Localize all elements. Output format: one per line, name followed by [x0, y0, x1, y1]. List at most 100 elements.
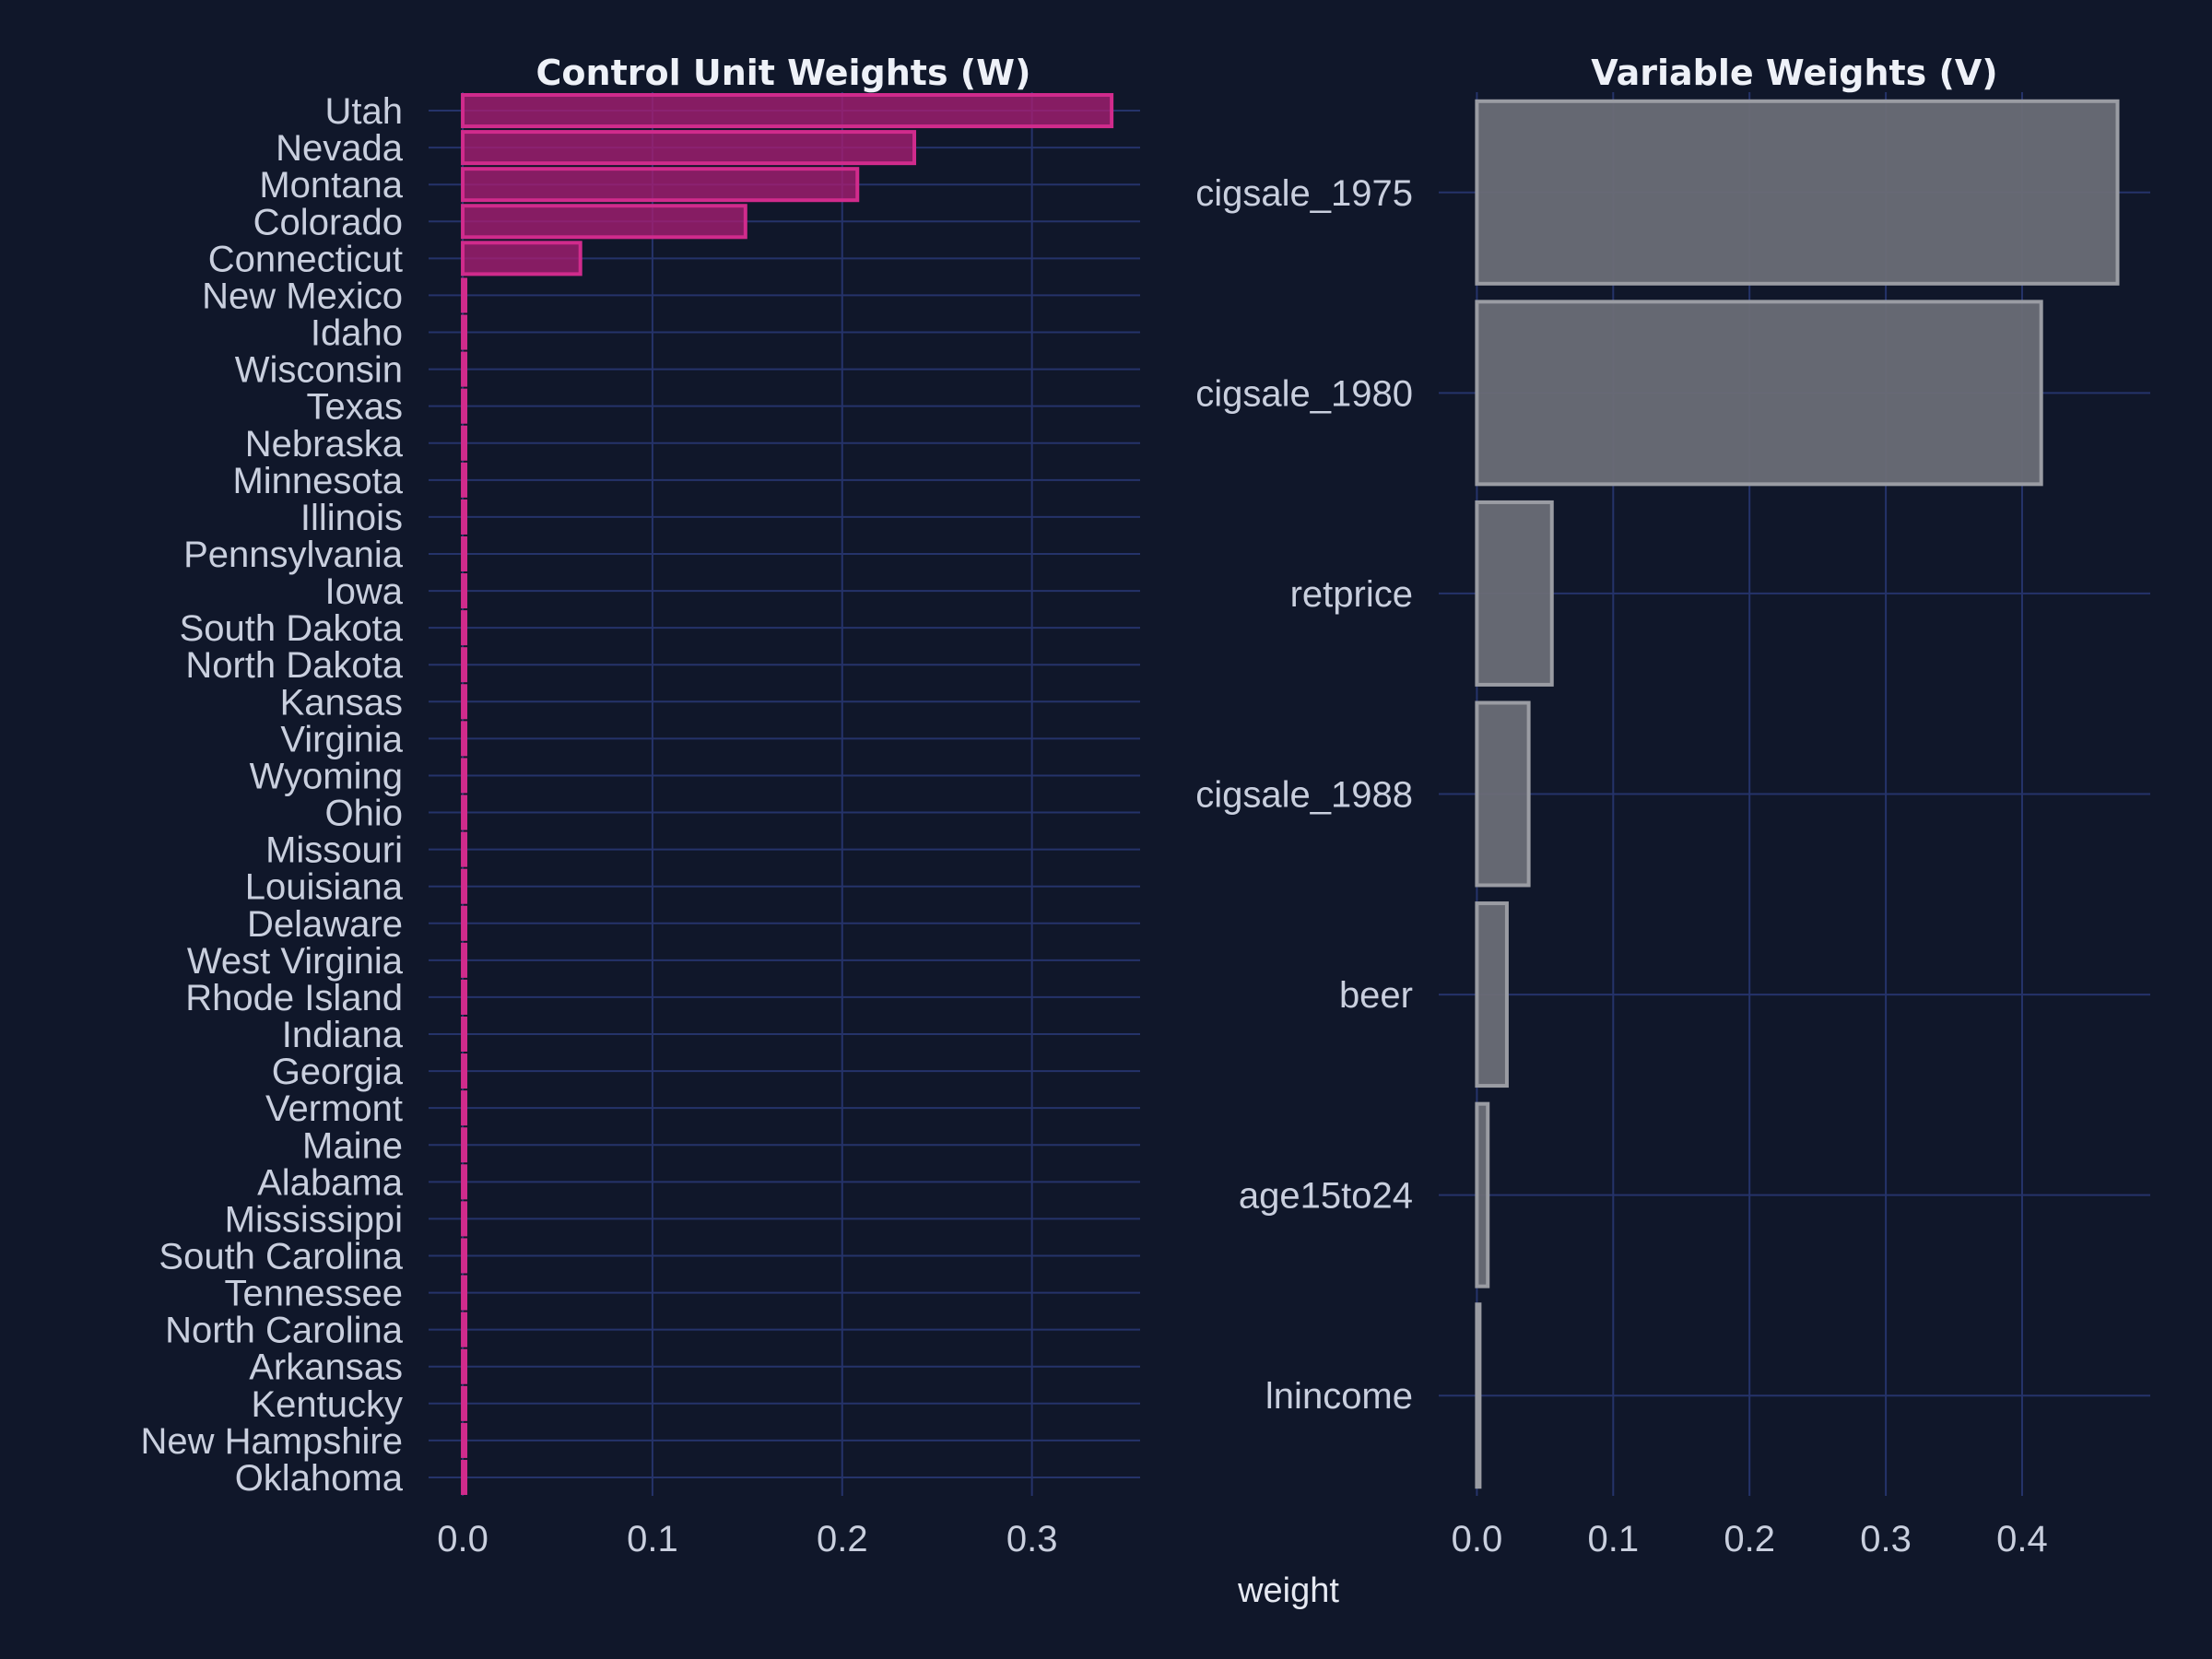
x-tick-label-v-2: 0.2: [1724, 1519, 1775, 1559]
category-label-age15to24: age15to24: [1239, 1176, 1413, 1217]
bar-indiana: [461, 1016, 468, 1053]
bar-new-hampshire: [461, 1422, 468, 1458]
category-label-indiana: Indiana: [282, 1015, 404, 1055]
bar-mississippi: [461, 1201, 468, 1237]
category-label-lnincome: lnincome: [1265, 1376, 1413, 1417]
category-label-missouri: Missouri: [265, 830, 403, 871]
category-label-idaho: Idaho: [311, 313, 403, 354]
category-label-connecticut: Connecticut: [208, 239, 403, 279]
category-label-vermont: Vermont: [265, 1088, 403, 1129]
bar-north-carolina: [461, 1312, 468, 1347]
x-tick-label-w-0: 0.0: [437, 1519, 488, 1559]
bar-illinois: [461, 499, 468, 535]
bar-west-virginia: [461, 942, 468, 978]
category-label-tennessee: Tennessee: [225, 1274, 403, 1314]
bar-minnesota: [461, 462, 468, 498]
bar-idaho: [461, 314, 468, 350]
bar-north-dakota: [461, 647, 468, 683]
category-label-colorado: Colorado: [253, 202, 403, 242]
x-axis-title: weight: [1237, 1571, 1339, 1610]
category-label-minnesota: Minnesota: [232, 461, 403, 501]
category-label-south-carolina: South Carolina: [159, 1236, 403, 1277]
bar-lnincome: [1475, 1302, 1482, 1489]
control-unit-weights-panel: UtahNevadaMontanaColoradoConnecticutNew …: [140, 53, 1140, 1559]
category-label-new-hampshire: New Hampshire: [140, 1421, 403, 1462]
category-label-north-carolina: North Carolina: [165, 1311, 404, 1351]
bar-cigsale-1980: [1475, 300, 2043, 487]
x-tick-label-v-4: 0.4: [1996, 1519, 2048, 1559]
bar-arkansas: [461, 1348, 468, 1384]
panel-title-v: Variable Weights (V): [1591, 53, 1997, 93]
bar-retprice: [1475, 500, 1554, 687]
category-label-montana: Montana: [259, 165, 403, 206]
bar-nevada: [461, 130, 917, 166]
bar-age15to24: [1475, 1101, 1490, 1288]
category-label-arkansas: Arkansas: [249, 1347, 403, 1388]
category-label-north-dakota: North Dakota: [185, 645, 403, 686]
bar-vermont: [461, 1090, 468, 1126]
bar-texas: [461, 388, 468, 424]
category-label-alabama: Alabama: [257, 1162, 404, 1203]
category-label-louisiana: Louisiana: [245, 867, 404, 908]
category-label-kansas: Kansas: [280, 682, 403, 723]
category-label-texas: Texas: [307, 387, 404, 428]
category-label-mississippi: Mississippi: [225, 1199, 403, 1240]
category-label-south-dakota: South Dakota: [180, 608, 404, 649]
bar-ohio: [461, 794, 468, 830]
bar-montana: [461, 167, 860, 203]
x-tick-label-v-1: 0.1: [1587, 1519, 1639, 1559]
category-label-beer: beer: [1339, 975, 1413, 1016]
bar-alabama: [461, 1164, 468, 1200]
category-label-retprice: retprice: [1290, 574, 1413, 615]
x-tick-label-w-1: 0.1: [627, 1519, 678, 1559]
bar-kansas: [461, 684, 468, 720]
category-label-new-mexico: New Mexico: [202, 276, 403, 316]
bar-new-mexico: [461, 277, 468, 313]
panel-title-w: Control Unit Weights (W): [536, 53, 1031, 93]
bar-louisiana: [461, 868, 468, 904]
category-label-cigsale-1975: cigsale_1975: [1195, 173, 1413, 214]
category-label-cigsale-1980: cigsale_1980: [1195, 373, 1413, 414]
category-label-maine: Maine: [302, 1125, 403, 1166]
category-label-delaware: Delaware: [247, 904, 403, 945]
bar-cigsale-1988: [1475, 700, 1531, 888]
x-tick-label-w-3: 0.3: [1006, 1519, 1058, 1559]
bar-virginia: [461, 721, 468, 757]
x-tick-label-w-2: 0.2: [817, 1519, 868, 1559]
category-label-illinois: Illinois: [300, 498, 403, 538]
category-label-nevada: Nevada: [276, 128, 404, 169]
bar-utah: [461, 93, 1114, 129]
category-label-utah: Utah: [325, 91, 404, 132]
bar-connecticut: [461, 241, 582, 276]
bar-tennessee: [461, 1275, 468, 1311]
category-label-cigsale-1988: cigsale_1988: [1195, 775, 1413, 816]
bar-oklahoma: [461, 1459, 468, 1495]
x-tick-label-v-3: 0.3: [1860, 1519, 1912, 1559]
category-label-wyoming: Wyoming: [250, 756, 403, 796]
category-label-pennsylvania: Pennsylvania: [183, 535, 404, 575]
category-label-virginia: Virginia: [280, 719, 403, 759]
bar-iowa: [461, 573, 468, 609]
bar-missouri: [461, 831, 468, 867]
category-label-nebraska: Nebraska: [245, 424, 404, 465]
category-label-west-virginia: West Virginia: [187, 941, 404, 982]
category-label-rhode-island: Rhode Island: [185, 978, 403, 1018]
bar-south-dakota: [461, 610, 468, 646]
bar-georgia: [461, 1053, 468, 1089]
category-label-oklahoma: Oklahoma: [235, 1458, 404, 1499]
bar-cigsale-1975: [1475, 99, 2120, 286]
bar-nebraska: [461, 425, 468, 461]
bar-colorado: [461, 204, 747, 240]
bar-kentucky: [461, 1385, 468, 1421]
category-label-georgia: Georgia: [272, 1052, 404, 1092]
bar-delaware: [461, 905, 468, 941]
bar-beer: [1475, 901, 1509, 1088]
category-label-ohio: Ohio: [325, 794, 404, 834]
bar-wisconsin: [461, 351, 468, 387]
bar-rhode-island: [461, 979, 468, 1015]
variable-weights-panel: cigsale_1975 cigsale_1980 retprice cigsale_…: [1195, 53, 2150, 1559]
category-label-wisconsin: Wisconsin: [235, 350, 403, 391]
x-tick-label-v-0: 0.0: [1452, 1519, 1503, 1559]
bar-pennsylvania: [461, 535, 468, 572]
